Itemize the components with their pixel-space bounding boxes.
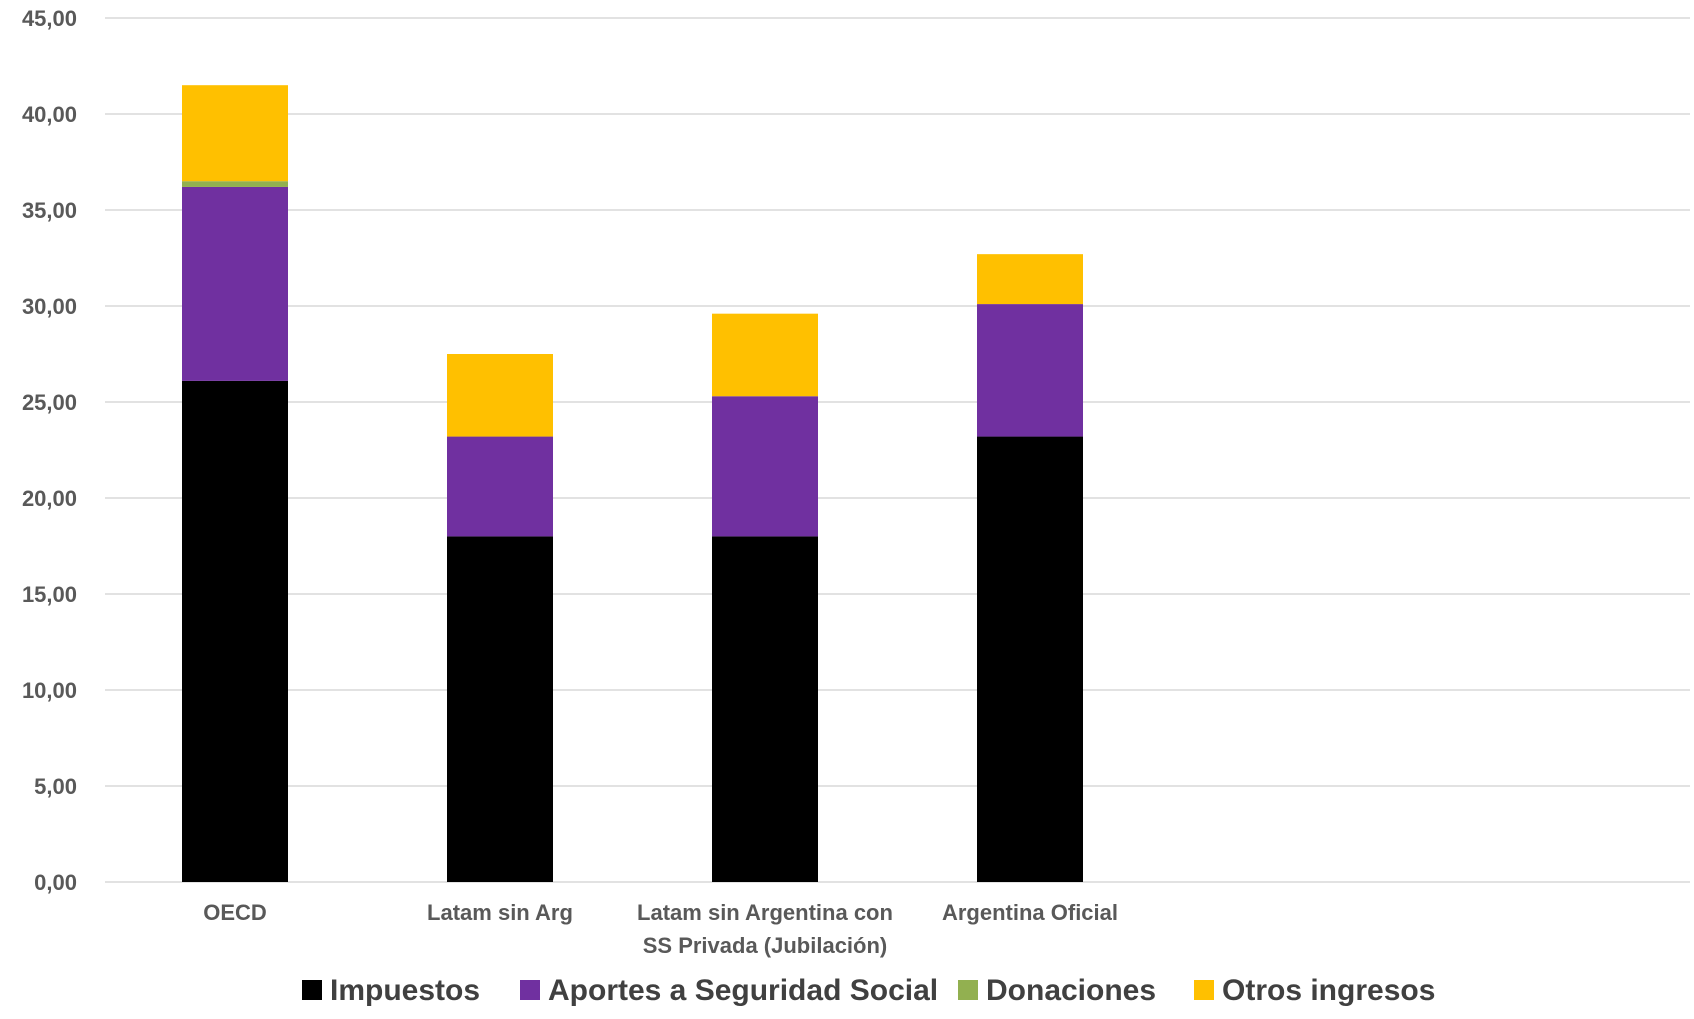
y-tick-label: 40,00 (22, 102, 77, 127)
legend-label: Donaciones (986, 974, 1156, 1007)
x-category-label: Latam sin Arg (427, 900, 573, 925)
y-tick-label: 15,00 (22, 582, 77, 607)
bar-segment (447, 536, 553, 882)
x-category-label: Argentina Oficial (942, 900, 1118, 925)
y-tick-label: 5,00 (34, 774, 77, 799)
y-tick-label: 10,00 (22, 678, 77, 703)
bar-segment (182, 186, 288, 381)
y-tick-label: 35,00 (22, 198, 77, 223)
bars (182, 85, 1083, 882)
legend-label: Impuestos (330, 974, 480, 1007)
legend-swatch (302, 980, 322, 1000)
gridlines (105, 17, 1690, 883)
bar-segment (182, 85, 288, 182)
y-tick-label: 0,00 (34, 870, 77, 895)
legend-swatch (1194, 980, 1214, 1000)
bar-segment (182, 181, 288, 187)
legend-swatch (520, 980, 540, 1000)
x-axis-category-labels: OECD Latam sin Arg Latam sin Argentina con… (203, 900, 1118, 958)
bar-segment (712, 313, 818, 397)
y-tick-label: 45,00 (22, 6, 77, 31)
y-tick-label: 30,00 (22, 294, 77, 319)
bar-segment (712, 536, 818, 882)
bar-segment (977, 254, 1083, 305)
bar-segment (712, 396, 818, 537)
x-category-label: SS Privada (Jubilación) (643, 933, 888, 958)
bar-segment (977, 304, 1083, 437)
y-tick-label: 25,00 (22, 390, 77, 415)
x-category-label: Latam sin Argentina con (637, 900, 893, 925)
legend-swatch (958, 980, 978, 1000)
y-tick-label: 20,00 (22, 486, 77, 511)
bar-segment (182, 380, 288, 882)
x-category-label: OECD (203, 900, 267, 925)
legend: Impuestos Aportes a Seguridad Social Donac… (302, 974, 1435, 1007)
bar-segment (977, 436, 1083, 882)
bar-segment (447, 354, 553, 437)
y-axis-tick-labels: 0,00 5,00 10,00 15,00 20,00 25,00 30,00 35,00 40… (22, 6, 77, 895)
bar-segment (447, 436, 553, 537)
legend-label: Otros ingresos (1222, 974, 1435, 1007)
legend-label: Aportes a Seguridad Social (548, 974, 938, 1007)
